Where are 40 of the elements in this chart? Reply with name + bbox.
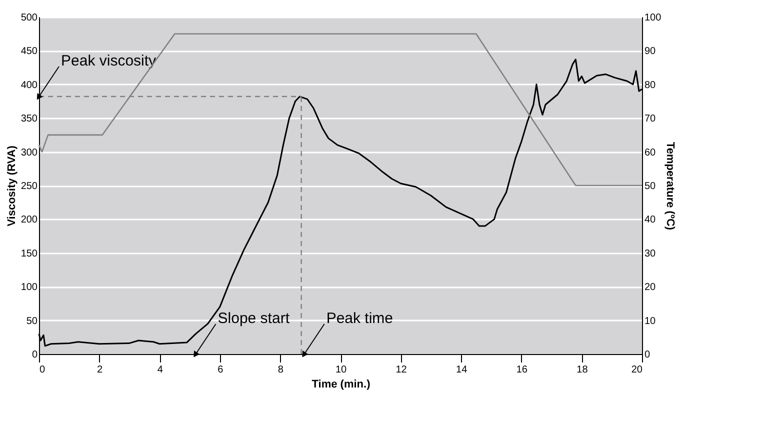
y-tick-label: 450 bbox=[20, 46, 38, 58]
line-series bbox=[38, 33, 643, 186]
y2-tick-label: 90 bbox=[644, 46, 656, 58]
y-tick-label: 300 bbox=[20, 147, 38, 158]
y2-tick-label: 50 bbox=[644, 181, 656, 192]
y-tick-label: 0 bbox=[32, 350, 38, 360]
annotation: Slope start bbox=[218, 310, 290, 327]
y2-axis-title: Temperature (ºC) bbox=[664, 142, 676, 230]
y2-tick-label: 10 bbox=[644, 316, 656, 327]
y2-tick-label: 60 bbox=[644, 147, 656, 158]
y-tick-label: 400 bbox=[20, 80, 38, 91]
y-tick-label: 200 bbox=[20, 214, 38, 226]
x-tick-label: 4 bbox=[157, 364, 164, 376]
x-tick-label: 18 bbox=[576, 364, 588, 376]
annotation: Peak viscosity bbox=[61, 52, 157, 70]
y2-tick-label: 20 bbox=[644, 282, 656, 294]
x-tick-label: 14 bbox=[456, 364, 468, 376]
y-axis-title: Viscosity (RVA) bbox=[6, 145, 18, 226]
y2-tick-label: 100 bbox=[644, 12, 662, 24]
x-tick-label: 12 bbox=[396, 364, 408, 376]
y2-tick-label: 80 bbox=[644, 80, 656, 91]
x-tick-label: 20 bbox=[631, 364, 643, 376]
y-tick-label: 500 bbox=[20, 12, 38, 24]
annotation: Peak time bbox=[326, 310, 394, 327]
y2-tick-label: 30 bbox=[644, 248, 656, 260]
y-tick-label: 100 bbox=[20, 282, 38, 294]
x-axis-title: Time (min.) bbox=[312, 378, 371, 390]
y-tick-label: 150 bbox=[20, 248, 38, 260]
y2-tick-label: 40 bbox=[644, 214, 656, 226]
x-tick-label: 2 bbox=[97, 364, 104, 376]
y2-tick-label: 70 bbox=[644, 114, 656, 125]
x-tick-label: 16 bbox=[516, 364, 528, 376]
x-tick-label: 6 bbox=[218, 364, 224, 376]
y-tick-label: 350 bbox=[20, 114, 38, 125]
x-tick-label: 8 bbox=[278, 364, 284, 376]
y-tick-label: 250 bbox=[20, 181, 38, 192]
x-tick-label: 10 bbox=[335, 364, 347, 376]
x-tick-label: 0 bbox=[40, 364, 46, 376]
y2-tick-label: 0 bbox=[644, 350, 650, 360]
y-tick-label: 50 bbox=[26, 316, 38, 327]
